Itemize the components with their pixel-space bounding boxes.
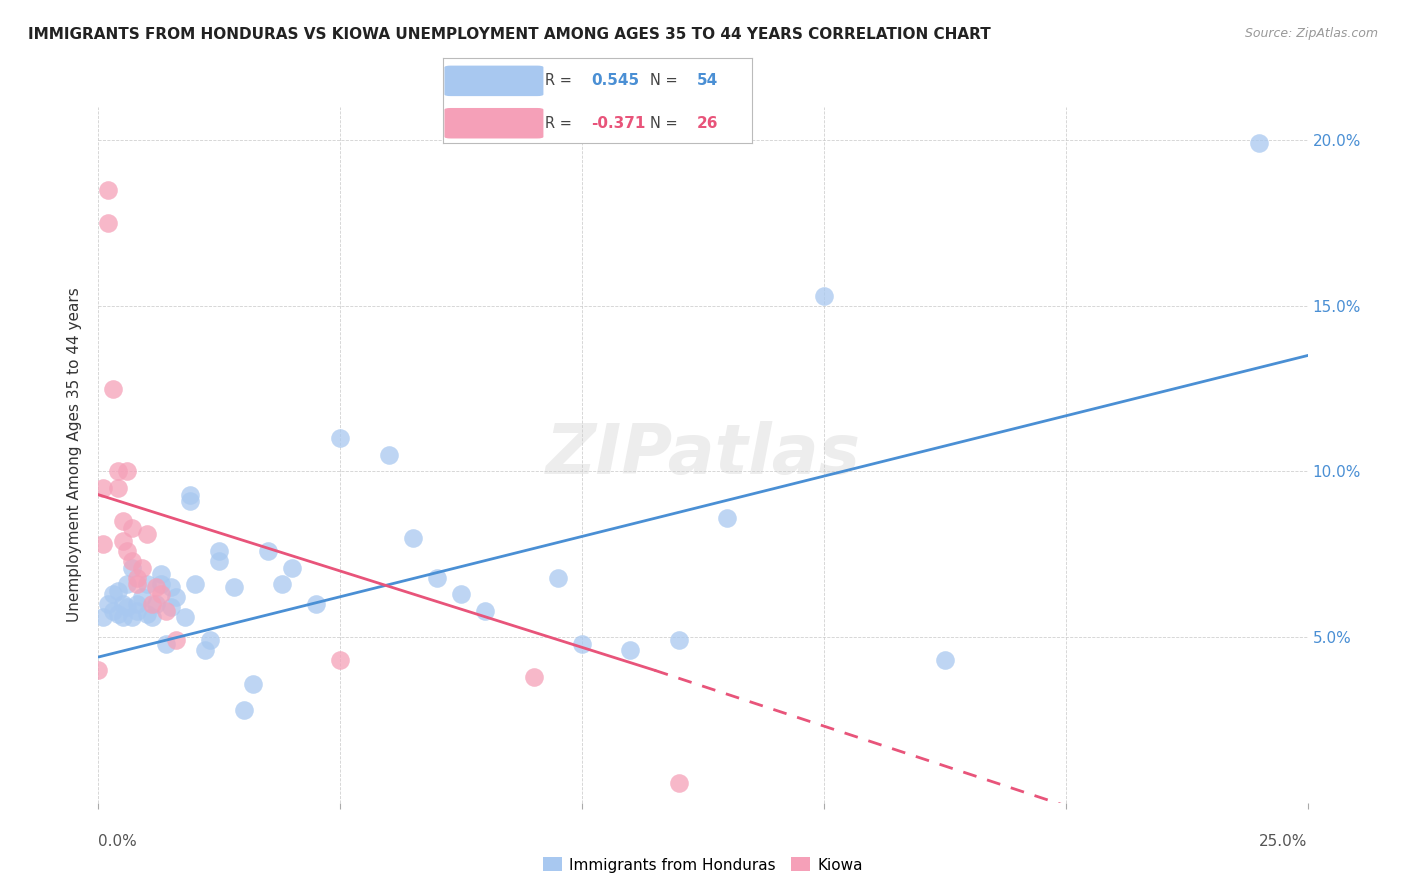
Text: N =: N = xyxy=(650,116,682,131)
Point xyxy=(222,581,245,595)
Point xyxy=(111,610,134,624)
Point xyxy=(127,570,149,584)
Point xyxy=(523,670,546,684)
Point xyxy=(450,587,472,601)
Text: N =: N = xyxy=(650,73,682,88)
Point xyxy=(305,597,328,611)
Point xyxy=(141,610,163,624)
Text: R =: R = xyxy=(546,116,576,131)
Point xyxy=(101,382,124,396)
Point xyxy=(111,514,134,528)
Point xyxy=(668,776,690,790)
Point xyxy=(619,643,641,657)
Point xyxy=(150,577,173,591)
Text: 54: 54 xyxy=(696,73,718,88)
Point xyxy=(101,587,124,601)
Text: ZIPatlas: ZIPatlas xyxy=(546,421,860,489)
Point xyxy=(232,703,254,717)
Point xyxy=(97,183,120,197)
Point xyxy=(208,544,231,558)
Point xyxy=(329,431,352,445)
Point xyxy=(256,544,278,558)
Point xyxy=(165,633,187,648)
Y-axis label: Unemployment Among Ages 35 to 44 years: Unemployment Among Ages 35 to 44 years xyxy=(67,287,83,623)
Text: -0.371: -0.371 xyxy=(592,116,645,131)
Text: 25.0%: 25.0% xyxy=(1260,834,1308,849)
Point xyxy=(91,537,114,551)
Text: IMMIGRANTS FROM HONDURAS VS KIOWA UNEMPLOYMENT AMONG AGES 35 TO 44 YEARS CORRELA: IMMIGRANTS FROM HONDURAS VS KIOWA UNEMPL… xyxy=(28,27,991,42)
Point xyxy=(97,597,120,611)
Point xyxy=(155,637,177,651)
Point xyxy=(121,554,143,568)
Point xyxy=(160,581,183,595)
Point xyxy=(117,577,139,591)
Point xyxy=(571,637,593,651)
Point xyxy=(668,633,690,648)
FancyBboxPatch shape xyxy=(444,66,543,96)
Point xyxy=(377,448,399,462)
Point xyxy=(111,597,134,611)
Point xyxy=(121,521,143,535)
Point xyxy=(117,600,139,615)
Point xyxy=(91,610,114,624)
Point xyxy=(131,560,153,574)
Point xyxy=(165,591,187,605)
Text: 0.0%: 0.0% xyxy=(98,834,138,849)
Point xyxy=(179,494,201,508)
Point xyxy=(160,600,183,615)
Text: 26: 26 xyxy=(696,116,718,131)
Text: R =: R = xyxy=(546,73,576,88)
Point xyxy=(150,587,173,601)
Point xyxy=(107,607,129,621)
Point xyxy=(184,577,207,591)
Point xyxy=(242,676,264,690)
Point xyxy=(127,604,149,618)
Point xyxy=(107,481,129,495)
Point xyxy=(91,481,114,495)
Point xyxy=(1249,136,1271,151)
Point xyxy=(135,607,157,621)
Point xyxy=(716,511,738,525)
Point xyxy=(87,663,110,677)
Point xyxy=(145,581,167,595)
Point xyxy=(329,653,352,667)
Point xyxy=(281,560,304,574)
Point xyxy=(121,610,143,624)
Point xyxy=(194,643,217,657)
Point xyxy=(127,577,149,591)
Point xyxy=(101,604,124,618)
Point xyxy=(131,591,153,605)
Point xyxy=(155,604,177,618)
Point xyxy=(813,289,835,303)
Point xyxy=(127,597,149,611)
Text: 0.545: 0.545 xyxy=(592,73,640,88)
Point xyxy=(426,570,449,584)
Point xyxy=(121,560,143,574)
FancyBboxPatch shape xyxy=(444,108,543,138)
Point xyxy=(111,534,134,549)
Point xyxy=(145,597,167,611)
Text: Source: ZipAtlas.com: Source: ZipAtlas.com xyxy=(1244,27,1378,40)
Point xyxy=(150,567,173,582)
Point xyxy=(107,583,129,598)
Point xyxy=(208,554,231,568)
Point xyxy=(271,577,294,591)
Point xyxy=(135,577,157,591)
Point xyxy=(97,216,120,230)
Point xyxy=(174,610,197,624)
Point xyxy=(179,488,201,502)
Point xyxy=(198,633,221,648)
Point xyxy=(117,544,139,558)
Legend: Immigrants from Honduras, Kiowa: Immigrants from Honduras, Kiowa xyxy=(537,851,869,879)
Point xyxy=(547,570,569,584)
Point xyxy=(117,465,139,479)
Point xyxy=(474,604,496,618)
Point xyxy=(402,531,425,545)
Point xyxy=(934,653,956,667)
Point xyxy=(141,597,163,611)
Point xyxy=(107,465,129,479)
Point xyxy=(135,527,157,541)
